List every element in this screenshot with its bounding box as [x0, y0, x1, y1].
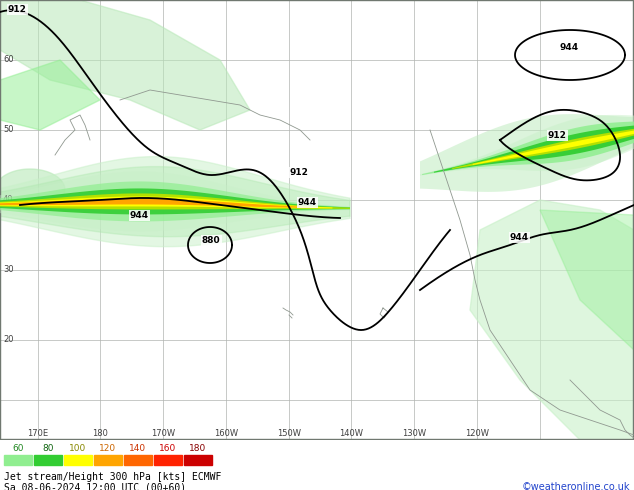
Polygon shape [540, 210, 634, 350]
FancyBboxPatch shape [124, 455, 152, 465]
Text: 50: 50 [3, 125, 13, 134]
FancyBboxPatch shape [154, 455, 182, 465]
Text: ©weatheronline.co.uk: ©weatheronline.co.uk [522, 482, 630, 490]
Text: 912: 912 [548, 131, 567, 140]
Polygon shape [0, 198, 310, 208]
FancyBboxPatch shape [64, 455, 92, 465]
Text: 180: 180 [92, 429, 108, 438]
Polygon shape [0, 172, 350, 231]
Text: 120W: 120W [465, 429, 489, 438]
Text: 100: 100 [69, 444, 87, 453]
Text: 150W: 150W [277, 429, 301, 438]
Polygon shape [0, 0, 250, 130]
Text: 120: 120 [100, 444, 117, 453]
Text: 912: 912 [8, 5, 27, 14]
Text: 944: 944 [298, 198, 317, 207]
Text: 20: 20 [3, 336, 13, 344]
Polygon shape [452, 129, 634, 169]
Text: 944: 944 [130, 211, 149, 220]
Polygon shape [473, 130, 634, 165]
Text: 180: 180 [190, 444, 207, 453]
Text: 80: 80 [42, 444, 54, 453]
Polygon shape [0, 167, 350, 237]
FancyBboxPatch shape [4, 455, 32, 465]
FancyBboxPatch shape [184, 455, 212, 465]
Text: 170E: 170E [27, 429, 49, 438]
Text: 912: 912 [290, 168, 309, 177]
Text: Jet stream/Height 300 hPa [kts] ECMWF: Jet stream/Height 300 hPa [kts] ECMWF [4, 472, 221, 482]
Polygon shape [434, 125, 634, 172]
Polygon shape [0, 60, 100, 130]
Polygon shape [0, 157, 350, 246]
Text: 130W: 130W [402, 429, 426, 438]
Text: 160: 160 [159, 444, 177, 453]
Polygon shape [420, 114, 634, 192]
Polygon shape [0, 181, 350, 221]
Text: 170W: 170W [151, 429, 175, 438]
Polygon shape [0, 196, 332, 208]
Polygon shape [420, 115, 634, 176]
Text: 880: 880 [202, 236, 221, 245]
Polygon shape [0, 194, 350, 209]
Text: 944: 944 [560, 43, 579, 52]
Text: 60: 60 [12, 444, 23, 453]
FancyBboxPatch shape [34, 455, 62, 465]
Text: 160W: 160W [214, 429, 238, 438]
Text: 140: 140 [129, 444, 146, 453]
Text: 30: 30 [3, 266, 13, 274]
Polygon shape [422, 122, 634, 175]
Text: Sa 08-06-2024 12:00 UTC (00+60): Sa 08-06-2024 12:00 UTC (00+60) [4, 482, 186, 490]
Polygon shape [470, 200, 634, 440]
Text: 944: 944 [510, 233, 529, 242]
Polygon shape [0, 189, 350, 215]
Text: 140W: 140W [339, 429, 363, 438]
FancyBboxPatch shape [94, 455, 122, 465]
Polygon shape [0, 169, 65, 211]
Text: 40: 40 [3, 196, 13, 204]
Text: 60: 60 [3, 55, 13, 65]
